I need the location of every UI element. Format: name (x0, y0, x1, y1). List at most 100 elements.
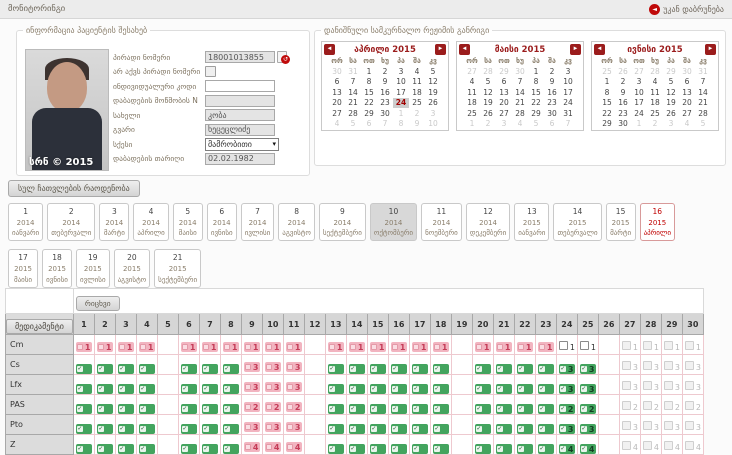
calendar-day[interactable]: 4 (414, 66, 420, 76)
calendar-day[interactable]: 8 (398, 119, 404, 129)
dose-cell-PAS-7[interactable]: ✓ (198, 394, 221, 415)
dose-cell-Cs-24[interactable]: ✓ 3 (555, 354, 578, 375)
day-header-30[interactable]: 30 (681, 313, 704, 335)
dose-cell-Cm-15[interactable]: 1 (366, 334, 389, 355)
dose-cell-Z-24[interactable]: ✓ 4 (555, 434, 578, 455)
dose-cell-Lfx-24[interactable]: ✓ 3 (555, 374, 578, 395)
day-header-14[interactable]: 14 (345, 313, 368, 335)
month-box-16[interactable]: 16 2015 აპრილი (639, 203, 675, 242)
calendar-day[interactable]: 10 (428, 119, 438, 129)
dose-cell-Cm-13[interactable]: 1 (324, 334, 347, 355)
calendar-day[interactable]: 10 (396, 77, 406, 87)
calendar-day[interactable]: 5 (350, 119, 356, 129)
dose-cell-Z-16[interactable]: ✓ (387, 434, 410, 455)
dose-cell-Pto-9[interactable]: 3 (240, 414, 263, 435)
dose-cell-Z-30[interactable]: 4 (681, 434, 704, 455)
calendar-day[interactable]: 24 (563, 98, 573, 108)
calendar-day[interactable]: 13 (499, 87, 509, 97)
calendar-day[interactable]: 25 (412, 98, 422, 108)
calendar-day[interactable]: 11 (412, 77, 422, 87)
calendar-day[interactable]: 15 (602, 98, 612, 108)
calendar-day[interactable]: 27 (332, 108, 342, 118)
calendar-day[interactable]: 8 (604, 87, 610, 97)
dose-cell-Cs-20[interactable]: ✓ (471, 354, 494, 375)
calendar-day[interactable]: 5 (430, 66, 436, 76)
dose-cell-Z-29[interactable]: 4 (660, 434, 683, 455)
dose-cell-Cs-16[interactable]: ✓ (387, 354, 410, 375)
dose-cell-Pto-6[interactable]: ✓ (177, 414, 200, 435)
dose-cell-Cm-1[interactable]: 1 (72, 334, 95, 355)
day-header-13[interactable]: 13 (324, 313, 347, 335)
prev-month-button[interactable]: ◄ (459, 44, 470, 55)
dose-cell-PAS-11[interactable]: 2 (282, 394, 305, 415)
dose-cell-Z-27[interactable]: 4 (618, 434, 641, 455)
dose-cell-Lfx-6[interactable]: ✓ (177, 374, 200, 395)
calendar-day[interactable]: 9 (382, 77, 388, 87)
calendar-day[interactable]: 26 (483, 108, 493, 118)
dose-cell-Lfx-15[interactable]: ✓ (366, 374, 389, 395)
dose-cell-Cs-1[interactable]: ✓ (72, 354, 95, 375)
month-box-20[interactable]: 20 2015 აგვისტო (113, 249, 151, 288)
calendar-day[interactable]: 10 (563, 77, 573, 87)
calendar-day[interactable]: 14 (348, 87, 358, 97)
calendar-day[interactable]: 13 (682, 87, 692, 97)
dose-cell-Cs-6[interactable]: ✓ (177, 354, 200, 375)
dose-cell-Z-8[interactable]: ✓ (219, 434, 242, 455)
dose-cell-Lfx-3[interactable]: ✓ (114, 374, 137, 395)
calendar-day[interactable]: 4 (517, 119, 523, 129)
day-header-19[interactable]: 19 (450, 313, 473, 335)
dose-cell-PAS-13[interactable]: ✓ (324, 394, 347, 415)
dose-cell-Cm-4[interactable]: 1 (135, 334, 158, 355)
dose-cell-Lfx-7[interactable]: ✓ (198, 374, 221, 395)
dose-cell-PAS-4[interactable]: ✓ (135, 394, 158, 415)
dose-cell-Z-10[interactable]: 4 (261, 434, 284, 455)
dose-cell-Z-23[interactable]: ✓ (534, 434, 557, 455)
day-header-17[interactable]: 17 (408, 313, 431, 335)
calendar-day[interactable]: 16 (547, 87, 557, 97)
dose-cell-Cm-7[interactable]: 1 (198, 334, 221, 355)
dose-cell-PAS-15[interactable]: ✓ (366, 394, 389, 415)
dose-cell-Cm-10[interactable]: 1 (261, 334, 284, 355)
dose-cell-Pto-11[interactable]: 3 (282, 414, 305, 435)
month-box-5[interactable]: 5 2014 მაისი (172, 203, 203, 242)
birth-date-input[interactable] (205, 152, 275, 165)
dose-cell-Lfx-9[interactable]: 3 (240, 374, 263, 395)
month-box-4[interactable]: 4 2014 აპრილი (133, 203, 169, 242)
dose-cell-PAS-8[interactable]: ✓ (219, 394, 242, 415)
dose-cell-Cs-29[interactable]: 3 (660, 354, 683, 375)
calendar-day[interactable]: 7 (350, 77, 356, 87)
dose-cell-Z-13[interactable]: ✓ (324, 434, 347, 455)
dose-cell-Z-3[interactable]: ✓ (114, 434, 137, 455)
calendar-day[interactable]: 26 (666, 108, 676, 118)
calendar-day[interactable]: 21 (698, 98, 708, 108)
dose-cell-Z-2[interactable]: ✓ (93, 434, 116, 455)
day-header-4[interactable]: 4 (135, 313, 158, 335)
dose-cell-Cm-2[interactable]: 1 (93, 334, 116, 355)
calendar-day[interactable]: 5 (668, 77, 674, 87)
calendar-day[interactable]: 23 (618, 108, 628, 118)
dose-cell-PAS-14[interactable]: ✓ (345, 394, 368, 415)
day-header-25[interactable]: 25 (576, 313, 599, 335)
calendar-day[interactable]: 2 (414, 108, 420, 118)
month-box-1[interactable]: 1 2014 იანვარი (8, 203, 44, 242)
unchecked-checkbox-icon[interactable] (579, 341, 589, 350)
dose-cell-Cm-24[interactable]: 1 (555, 334, 578, 355)
day-header-5[interactable]: 5 (156, 313, 179, 335)
calendar-day[interactable]: 7 (700, 77, 706, 87)
calendar-day[interactable]: 9 (620, 87, 626, 97)
dose-cell-Cs-2[interactable]: ✓ (93, 354, 116, 375)
month-box-12[interactable]: 12 2014 დეკემბერი (465, 203, 511, 242)
month-box-21[interactable]: 21 2015 სექტემბერი (154, 249, 202, 288)
personal-number-input[interactable] (205, 51, 275, 63)
dose-cell-Pto-14[interactable]: ✓ (345, 414, 368, 435)
dose-cell-Pto-20[interactable]: ✓ (471, 414, 494, 435)
dose-cell-Z-18[interactable]: ✓ (429, 434, 452, 455)
month-box-11[interactable]: 11 2014 ნოემბერი (421, 203, 462, 242)
calendar-day[interactable]: 14 (515, 87, 525, 97)
calendar-day[interactable]: 30 (515, 66, 525, 76)
calendar-day[interactable]: 28 (698, 108, 708, 118)
day-header-22[interactable]: 22 (513, 313, 536, 335)
dose-cell-Pto-25[interactable]: ✓ 3 (576, 414, 599, 435)
dose-cell-PAS-9[interactable]: 2 (240, 394, 263, 415)
calendar-day[interactable]: 5 (533, 119, 539, 129)
